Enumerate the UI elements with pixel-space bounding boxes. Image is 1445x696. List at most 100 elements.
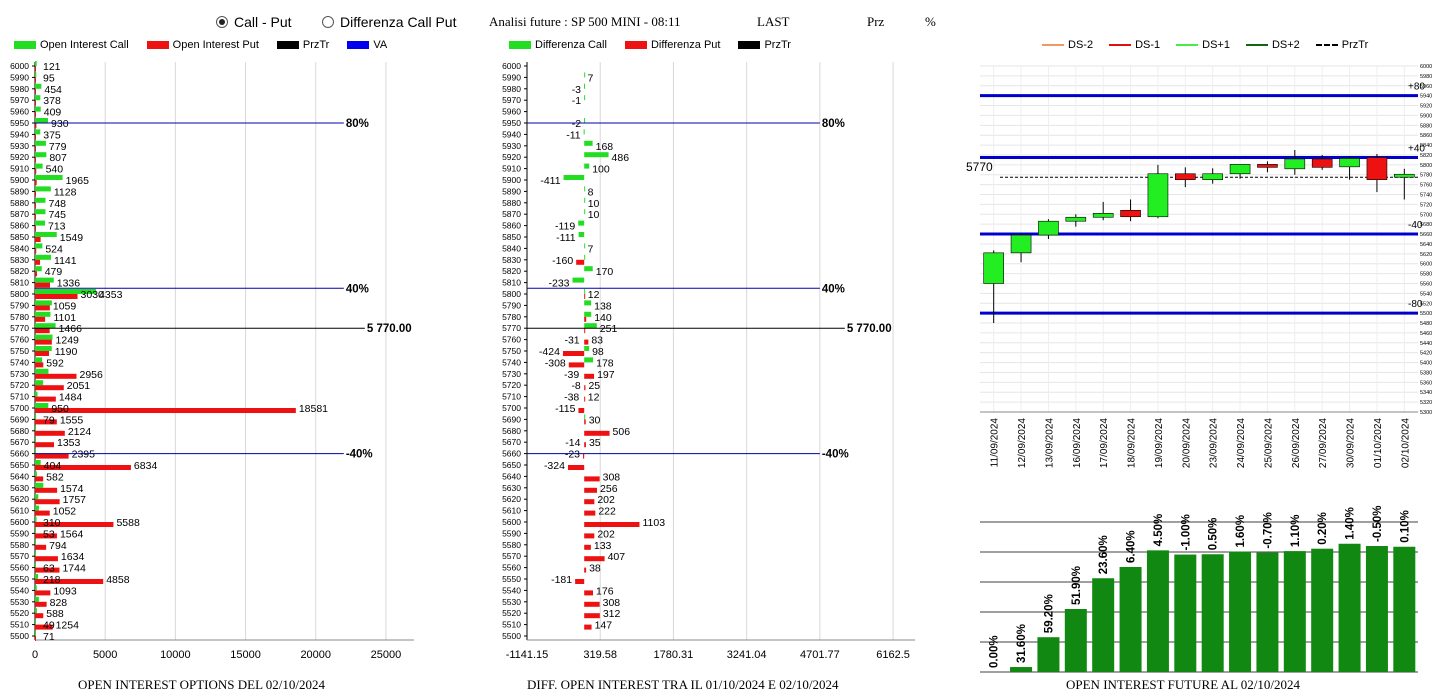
bar-put — [584, 601, 600, 607]
strike-tick-label: 5940 — [10, 129, 29, 139]
strike-tick-label: 5710 — [10, 392, 29, 402]
future-oi-bar — [1174, 554, 1197, 672]
prztr-label: 5770 — [966, 160, 993, 174]
bar-put — [35, 259, 41, 265]
x-tick-label: 6162.5 — [876, 649, 910, 661]
strike-tick-label: 5870 — [10, 209, 29, 219]
bar-put — [35, 157, 36, 163]
bar-value-label: 7 — [588, 243, 594, 255]
x-tick-label: 5000 — [93, 649, 117, 661]
candle-up — [983, 252, 1004, 284]
strike-tick-label: 5860 — [10, 221, 29, 231]
strike-tick-label: 5940 — [502, 129, 521, 139]
bar-call — [35, 106, 41, 112]
bar-value-label: -424 — [539, 346, 560, 358]
bar-value-label: 218 — [43, 574, 61, 586]
bar-value-label: -2 — [572, 118, 581, 130]
bar-value-label: 63 — [43, 563, 55, 575]
x-tick-label: 23/09/2024 — [1209, 418, 1220, 468]
bar-value-label: -111 — [556, 232, 576, 244]
strike-tick-label: 5990 — [10, 72, 29, 82]
bar-value-label: -23 — [565, 449, 580, 461]
bar-call — [35, 596, 39, 602]
chart-future-oi-bars: 0.00% 31.60% 59.20% 51.90% 23.60% 6.40% 4.50% -… — [980, 506, 1418, 673]
strike-tick-label: 5630 — [10, 483, 29, 493]
bar-call — [35, 585, 37, 591]
future-oi-bar — [1365, 546, 1388, 672]
bar-value-label: 170 — [596, 266, 614, 278]
radio-selected-icon[interactable] — [216, 16, 228, 28]
bar-value-label: 176 — [596, 585, 614, 597]
va-band-label: +40 — [1408, 143, 1425, 154]
bar-call — [35, 186, 51, 192]
legend-label: PrzTr — [1341, 39, 1369, 51]
y-tick-label: 5300 — [1420, 410, 1432, 416]
strike-tick-label: 5800 — [10, 289, 29, 299]
strike-tick-label: 5980 — [502, 84, 521, 94]
strike-tick-label: 6000 — [502, 61, 521, 71]
strike-tick-label: 5650 — [502, 460, 521, 470]
bar-put — [35, 465, 131, 470]
bar-call — [35, 300, 52, 306]
pct-change-label: 1.10% — [1290, 514, 1302, 547]
strike-tick-label: 5630 — [502, 483, 521, 493]
bar-put — [35, 66, 36, 71]
legend-item-diff-call: Differenza Call — [509, 39, 607, 51]
radio-call-put[interactable]: Call - Put — [216, 14, 292, 30]
bar-value-label: 4353 — [99, 289, 123, 301]
bar-value-label: 12 — [588, 392, 600, 404]
strike-tick-label: 5780 — [502, 312, 521, 322]
bar-call — [35, 346, 52, 351]
bar-put — [35, 100, 36, 106]
bar-value-label: 1353 — [57, 437, 81, 449]
bar-put — [584, 442, 586, 448]
bar-put — [35, 476, 44, 482]
strike-tick-label: 5700 — [502, 403, 521, 413]
strike-tick-label: 5770 — [10, 323, 29, 333]
strike-tick-label: 5840 — [502, 243, 521, 253]
bar-value-label: 582 — [46, 471, 64, 483]
bar-value-label: 930 — [51, 118, 69, 130]
bar-value-label: 1466 — [59, 323, 83, 335]
strike-tick-label: 5810 — [502, 278, 521, 288]
bar-call — [584, 118, 586, 123]
bar-call — [35, 448, 36, 454]
bar-put — [578, 408, 585, 413]
legend-item-va: VA — [347, 39, 387, 51]
strike-tick-label: 5890 — [10, 186, 29, 196]
bar-value-label: 202 — [597, 494, 615, 506]
strike-tick-label: 5690 — [502, 414, 521, 424]
bar-value-label: 378 — [43, 95, 61, 107]
strike-tick-label: 5930 — [502, 141, 521, 151]
bar-call — [35, 380, 44, 386]
bar-call — [584, 346, 590, 351]
strike-tick-label: 5500 — [10, 631, 29, 641]
future-oi-bar — [1064, 609, 1087, 672]
strike-tick-label: 5890 — [502, 186, 521, 196]
candle-up — [1339, 158, 1360, 168]
bar-value-label: 38 — [589, 563, 601, 575]
bar-value-label: 251 — [600, 323, 618, 335]
bar-value-label: 950 — [51, 403, 69, 415]
bar-value-label: 98 — [592, 346, 604, 358]
bar-value-label: 12 — [588, 289, 600, 301]
candle-up — [1284, 158, 1306, 170]
x-tick-label: 3241.04 — [727, 649, 767, 661]
legend-label: PrzTr — [764, 39, 791, 51]
y-tick-label: 5480 — [1420, 321, 1432, 327]
bar-value-label: 486 — [612, 152, 630, 164]
legend-line — [1042, 44, 1064, 46]
bar-put — [584, 624, 592, 630]
bar-value-label: 1555 — [60, 414, 84, 426]
strike-tick-label: 5950 — [502, 118, 521, 128]
x-tick-label: 10000 — [160, 649, 191, 661]
radio-differenza[interactable]: Differenza Call Put — [322, 14, 456, 30]
y-tick-label: 5320 — [1420, 400, 1432, 406]
bar-put — [35, 111, 36, 117]
radio-unselected-icon[interactable] — [322, 16, 334, 28]
bar-value-label: -39 — [564, 369, 579, 381]
bar-call — [35, 494, 39, 500]
bar-value-label: 1093 — [53, 585, 77, 597]
legend-line — [1176, 44, 1199, 46]
